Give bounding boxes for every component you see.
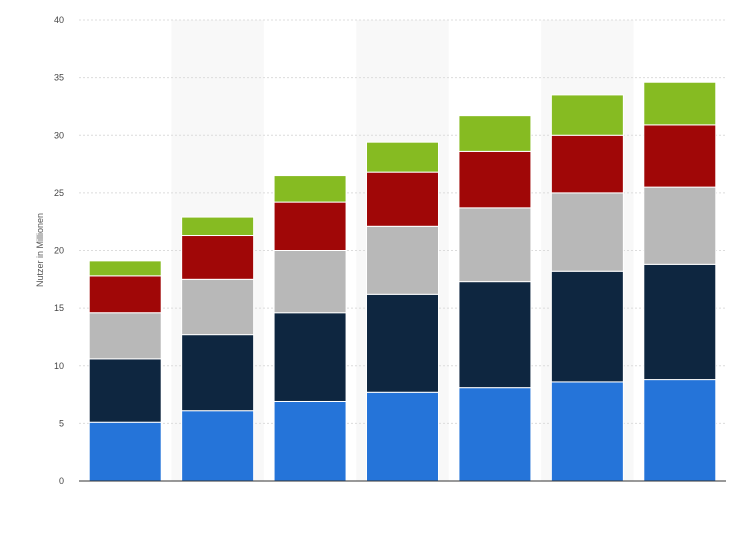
- bar-4-segment-3[interactable]: [458, 150, 532, 209]
- bar-6-segment-1[interactable]: [643, 263, 717, 381]
- bar-4-segment-0[interactable]: [458, 387, 532, 482]
- bar-1-segment-3[interactable]: [181, 235, 255, 280]
- bar-5-segment-4[interactable]: [550, 94, 624, 136]
- bar-0-segment-0[interactable]: [88, 421, 162, 482]
- y-tick-label-25: 25: [54, 188, 64, 198]
- bar-4-segment-1[interactable]: [458, 281, 532, 389]
- bar-2-segment-3[interactable]: [273, 201, 347, 251]
- y-tick-label-35: 35: [54, 73, 64, 83]
- y-tick-label-20: 20: [54, 246, 64, 256]
- bar-0-segment-3[interactable]: [88, 275, 162, 314]
- bar-6-segment-3[interactable]: [643, 124, 717, 188]
- bar-3-segment-1[interactable]: [366, 293, 439, 393]
- bars: [88, 81, 717, 482]
- y-tick-label-5: 5: [59, 418, 64, 428]
- bar-2-segment-2[interactable]: [273, 250, 347, 314]
- bar-5-segment-0[interactable]: [550, 381, 624, 482]
- bar-1-segment-1[interactable]: [181, 334, 255, 412]
- bar-6-segment-2[interactable]: [643, 186, 717, 265]
- bar-2-segment-4[interactable]: [273, 175, 347, 203]
- y-tick-label-0: 0: [59, 476, 64, 486]
- bar-0-segment-1[interactable]: [88, 358, 162, 423]
- bar-1-segment-0[interactable]: [181, 410, 255, 482]
- bar-3-segment-0[interactable]: [366, 391, 439, 482]
- bar-4-segment-2[interactable]: [458, 207, 532, 283]
- bar-4-segment-4[interactable]: [458, 115, 532, 152]
- bar-3-segment-3[interactable]: [366, 171, 439, 227]
- bar-2-segment-0[interactable]: [273, 400, 347, 482]
- bar-5-segment-2[interactable]: [550, 192, 624, 272]
- bar-0-segment-4[interactable]: [88, 260, 162, 277]
- bar-5-segment-1[interactable]: [550, 270, 624, 383]
- y-tick-label-40: 40: [54, 15, 64, 25]
- bar-5-segment-3[interactable]: [550, 134, 624, 194]
- y-tick-label-30: 30: [54, 130, 64, 140]
- bar-3-segment-4[interactable]: [366, 141, 439, 173]
- y-tick-label-15: 15: [54, 303, 64, 313]
- y-axis-label: Nutzer in Millionen: [35, 213, 45, 287]
- bar-2-segment-1[interactable]: [273, 312, 347, 402]
- bar-1-segment-4[interactable]: [181, 216, 255, 237]
- bar-3-segment-2[interactable]: [366, 225, 439, 295]
- bar-6-segment-0[interactable]: [643, 379, 717, 482]
- y-tick-label-10: 10: [54, 361, 64, 371]
- bar-6-segment-4[interactable]: [643, 81, 717, 126]
- bar-0-segment-2[interactable]: [88, 312, 162, 360]
- y-tick-labels: 0 5 10 15 20 25 30 35 40: [54, 15, 64, 486]
- bar-1-segment-2[interactable]: [181, 278, 255, 336]
